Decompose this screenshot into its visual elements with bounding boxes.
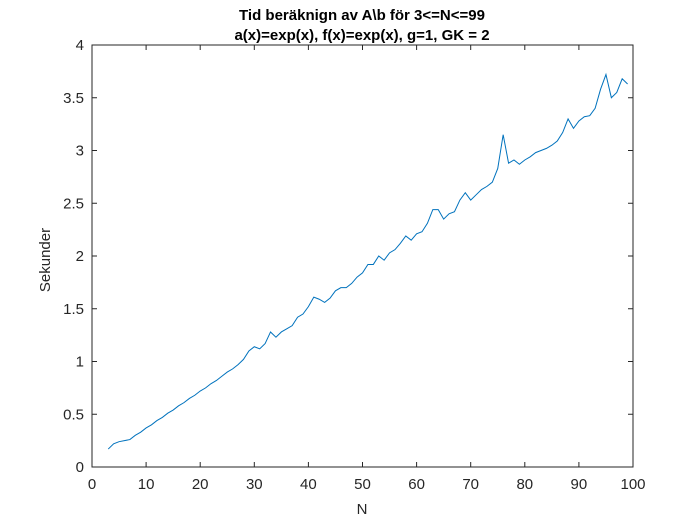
plot-area — [91, 44, 634, 468]
y-tick-label: 4 — [76, 37, 84, 54]
data-line — [107, 72, 628, 450]
y-axis-label: Sekunder — [37, 228, 54, 292]
y-tick-label: 0 — [76, 459, 84, 476]
x-tick-label: 100 — [620, 476, 645, 493]
x-tick-label: 30 — [246, 476, 263, 493]
x-tick-label: 70 — [462, 476, 479, 493]
y-tick-label: 1 — [76, 354, 84, 371]
x-tick-label: 20 — [192, 476, 209, 493]
x-tick-label: 60 — [408, 476, 425, 493]
x-tick-label: 40 — [300, 476, 317, 493]
y-tick-label: 3.5 — [63, 90, 84, 107]
x-tick-label: 50 — [354, 476, 371, 493]
y-tick-label: 3 — [76, 143, 84, 160]
y-tick-label: 2.5 — [63, 195, 84, 212]
y-tick-label: 0.5 — [63, 406, 84, 423]
x-axis-label: N — [357, 501, 368, 518]
y-tick-label: 2 — [76, 248, 84, 265]
x-tick-label: 0 — [88, 476, 96, 493]
chart-title: Tid beräknign av A\b för 3<=N<=99 — [239, 7, 485, 24]
x-tick-label: 10 — [138, 476, 155, 493]
chart-subtitle: a(x)=exp(x), f(x)=exp(x), g=1, GK = 2 — [234, 27, 489, 44]
y-tick-label: 1.5 — [63, 301, 84, 318]
x-tick-label: 90 — [571, 476, 588, 493]
x-tick-label: 80 — [516, 476, 533, 493]
